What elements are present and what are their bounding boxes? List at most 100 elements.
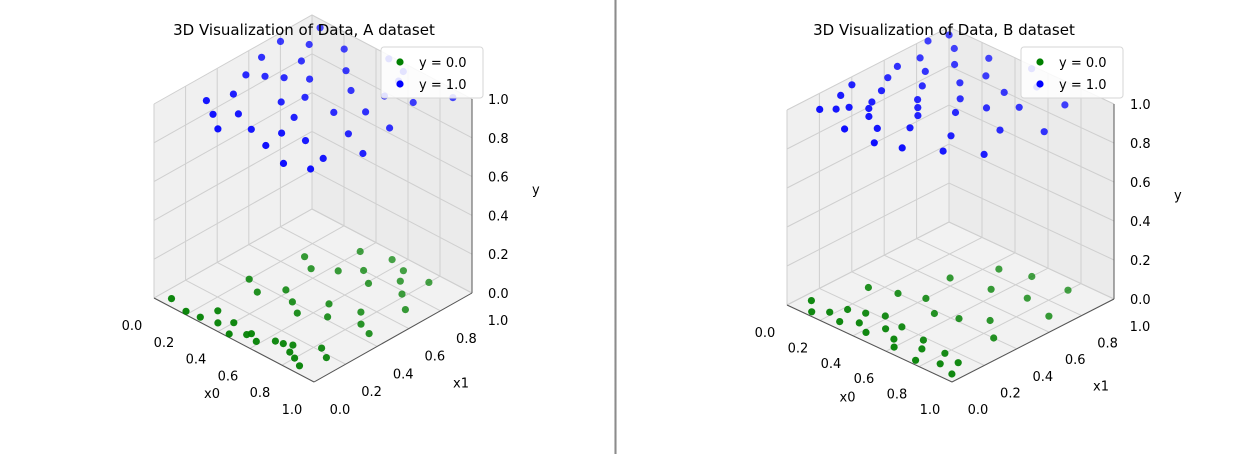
point-class-1 (306, 75, 314, 83)
point-class-1 (362, 108, 370, 116)
point-class-0 (990, 334, 998, 342)
point-class-0 (826, 308, 834, 316)
point-class-0 (288, 298, 296, 306)
point-class-1 (1040, 128, 1048, 136)
point-class-0 (334, 267, 342, 275)
point-class-0 (357, 320, 365, 328)
point-class-0 (293, 309, 301, 317)
point-class-1 (386, 124, 394, 132)
point-class-1 (837, 91, 845, 99)
point-class-0 (936, 360, 944, 368)
x0-tick-label: 0.2 (154, 336, 175, 351)
x0-tick-label: 0.4 (186, 353, 207, 368)
point-class-1 (214, 125, 222, 133)
pane-floor (154, 209, 472, 382)
x1-tick-label: 0.0 (968, 403, 989, 418)
point-class-1 (873, 124, 881, 132)
point-class-0 (948, 370, 956, 378)
point-class-0 (357, 308, 365, 316)
x1-tick-label: 1.0 (1130, 320, 1151, 335)
y-tick-label: 1.0 (488, 93, 509, 108)
x0-tick-label: 0.4 (821, 357, 842, 372)
point-class-0 (1064, 286, 1072, 294)
point-class-0 (1028, 272, 1036, 281)
point-class-1 (307, 165, 315, 173)
point-class-1 (316, 24, 324, 32)
legend-marker (1036, 58, 1044, 66)
legend-entry-label: y = 1.0 (419, 78, 467, 93)
legend-marker (396, 58, 404, 66)
point-class-1 (956, 79, 964, 87)
point-class-1 (305, 40, 313, 49)
point-class-1 (301, 93, 309, 101)
point-class-1 (914, 104, 922, 112)
point-class-1 (884, 74, 892, 82)
point-class-0 (844, 305, 852, 314)
point-class-0 (388, 256, 396, 264)
x1-tick-label: 0.0 (330, 403, 351, 418)
point-class-0 (881, 312, 889, 320)
point-class-0 (836, 318, 844, 326)
x0-tick-label: 0.2 (788, 341, 809, 356)
y-tick-label: 0.8 (488, 132, 509, 147)
point-class-0 (322, 354, 330, 362)
point-class-1 (340, 45, 348, 53)
point-class-1 (832, 105, 840, 113)
x1-tick-label: 0.8 (456, 332, 477, 347)
point-class-0 (214, 319, 222, 327)
y-tick-label: 0.0 (1130, 293, 1151, 308)
point-class-1 (330, 108, 338, 116)
point-class-0 (855, 319, 863, 327)
point-class-1 (1000, 88, 1008, 96)
x1-tick-label: 0.8 (1097, 337, 1118, 352)
y-tick-label: 0.4 (488, 209, 509, 224)
point-class-1 (956, 95, 964, 103)
legend-box (1020, 46, 1124, 99)
x0-axis-label: x0 (204, 387, 220, 402)
point-class-0 (182, 307, 190, 315)
point-class-1 (261, 72, 269, 80)
point-class-0 (808, 308, 816, 316)
point-class-0 (941, 349, 949, 357)
x1-tick-label: 0.6 (1065, 353, 1086, 368)
x1-tick-label: 0.6 (424, 350, 445, 365)
point-class-1 (841, 125, 849, 133)
point-class-1 (1015, 103, 1023, 111)
x1-tick-label: 0.2 (1000, 386, 1021, 401)
point-class-0 (286, 348, 294, 356)
point-class-0 (401, 306, 409, 314)
point-class-0 (807, 297, 815, 305)
point-class-1 (893, 62, 901, 70)
point-class-1 (898, 144, 906, 152)
point-class-0 (862, 309, 870, 317)
legend: y = 0.0 y = 1.0 (1020, 46, 1124, 99)
point-class-0 (252, 337, 260, 345)
point-class-1 (947, 132, 955, 140)
chart-panel-a: 0.0 0.0 0.0 0.2 0.2 0.2 0.4 0.4 0.4 0.6 0.6 0.6 0.8 0… (0, 0, 614, 454)
point-class-0 (282, 286, 290, 294)
point-class-0 (930, 309, 938, 318)
point-class-1 (845, 103, 853, 111)
point-class-1 (247, 125, 255, 133)
y-tick-label: 0.0 (488, 287, 509, 302)
x0-tick-label: 1.0 (282, 403, 303, 418)
point-class-1 (921, 67, 929, 75)
point-class-0 (307, 265, 315, 273)
point-class-1 (301, 137, 310, 145)
pane-left (154, 15, 312, 298)
point-class-1 (279, 159, 288, 167)
point-class-1 (359, 149, 367, 158)
point-class-0 (301, 253, 309, 261)
point-class-1 (234, 110, 242, 118)
point-class-0 (918, 345, 926, 353)
point-class-0 (1045, 312, 1053, 320)
legend-entry-label: y = 1.0 (1059, 78, 1107, 93)
point-class-0 (214, 307, 222, 315)
point-class-1 (816, 105, 824, 113)
y-tick-label: 0.2 (488, 248, 509, 263)
window-divider[interactable] (614, 0, 617, 454)
point-class-0 (279, 340, 287, 348)
legend-box (380, 46, 484, 99)
legend-entry-label: y = 0.0 (1059, 56, 1107, 71)
x0-tick-label: 0.8 (250, 386, 271, 401)
